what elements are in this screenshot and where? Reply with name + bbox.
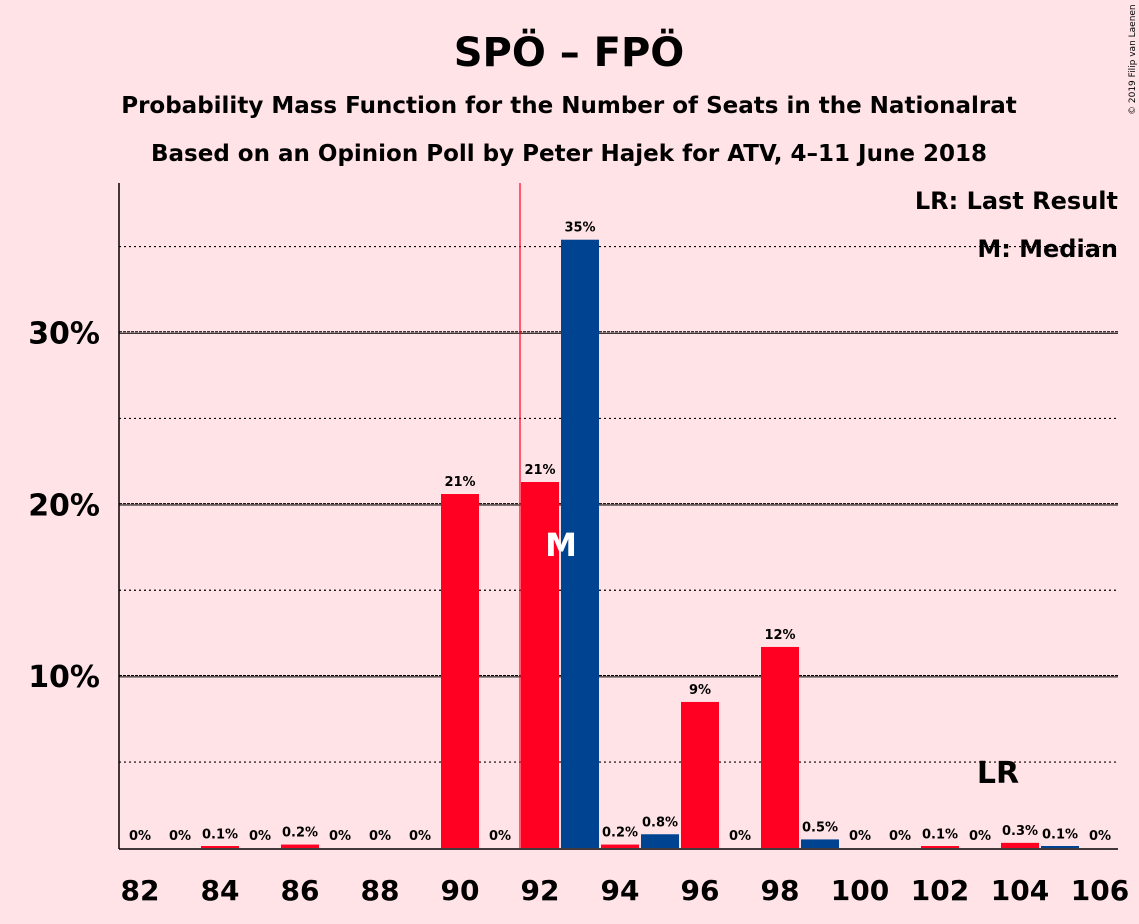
data-label-seat-93: 35% (564, 221, 595, 236)
data-label-seat-89: 0% (409, 829, 431, 844)
x-tick-label-102: 102 (911, 874, 969, 907)
y-tick-labels: 10% 20% 30% (28, 316, 100, 695)
bar-seat-105 (1041, 846, 1079, 848)
data-label-seat-97: 0% (729, 829, 751, 844)
copyright-text: © 2019 Filip van Laenen (1128, 4, 1138, 115)
data-label-seat-87: 0% (329, 829, 351, 844)
data-label-seat-84: 0.1% (202, 827, 238, 842)
x-tick-label-100: 100 (831, 874, 889, 907)
x-tick-label-94: 94 (601, 874, 640, 907)
bar-seat-98 (761, 646, 799, 848)
bar-seat-95 (641, 834, 679, 848)
data-labels-group: 0% 0% 0.1% 0% 0.2% 0% 0% 0% 21% 0% 21% 35% 0.2% 0.8% 9… (129, 221, 1111, 844)
markers-group: M LR (545, 526, 1019, 791)
bar-seat-94 (601, 844, 639, 848)
data-label-seat-100: 0% (849, 829, 871, 844)
bar-seat-86 (281, 844, 319, 848)
data-label-seat-96: 9% (689, 683, 711, 698)
x-tick-label-92: 92 (521, 874, 560, 907)
data-label-seat-95: 0.8% (642, 815, 678, 830)
last-result-marker: LR (977, 756, 1019, 791)
chart-subtitle-line-2: Based on an Opinion Poll by Peter Hajek … (151, 141, 987, 167)
chart-subtitle-line-1: Probability Mass Function for the Number… (121, 93, 1017, 119)
data-label-seat-102: 0.1% (922, 827, 958, 842)
grid-lines (119, 183, 1118, 848)
bar-seat-102 (921, 846, 959, 848)
data-label-seat-90: 21% (444, 475, 475, 490)
data-label-seat-99: 0.5% (802, 820, 838, 835)
y-tick-label-2: 30% (28, 316, 100, 351)
y-tick-label-1: 20% (28, 488, 100, 523)
data-label-seat-98: 12% (764, 628, 795, 643)
legend-last-result: LR: Last Result (915, 187, 1118, 215)
data-label-seat-106: 0% (1089, 829, 1111, 844)
bars-group (201, 239, 1079, 848)
x-tick-label-90: 90 (441, 874, 480, 907)
data-label-seat-83: 0% (169, 829, 191, 844)
bar-seat-84 (201, 846, 239, 848)
bar-seat-90 (441, 494, 479, 848)
data-label-seat-104: 0.3% (1002, 824, 1038, 839)
data-label-seat-85: 0% (249, 829, 271, 844)
data-label-seat-101: 0% (889, 829, 911, 844)
data-label-seat-103: 0% (969, 829, 991, 844)
chart-title: SPÖ – FPÖ (454, 28, 685, 76)
data-label-seat-88: 0% (369, 829, 391, 844)
bar-seat-96 (681, 701, 719, 848)
x-tick-label-104: 104 (991, 874, 1049, 907)
x-tick-label-84: 84 (201, 874, 240, 907)
x-tick-label-82: 82 (121, 874, 160, 907)
median-marker: M (545, 526, 577, 564)
x-tick-labels: 82 84 86 88 90 92 94 96 98 100 102 104 106 (121, 874, 1130, 907)
x-tick-label-88: 88 (361, 874, 400, 907)
data-label-seat-94: 0.2% (602, 826, 638, 841)
data-label-seat-86: 0.2% (282, 826, 318, 841)
x-tick-label-86: 86 (281, 874, 320, 907)
bar-seat-99 (801, 839, 839, 848)
y-tick-label-0: 10% (28, 660, 100, 695)
data-label-seat-105: 0.1% (1042, 827, 1078, 842)
bar-seat-104 (1001, 842, 1039, 848)
bar-seat-92 (521, 481, 559, 848)
axes-group (118, 183, 1118, 850)
data-label-seat-92: 21% (524, 463, 555, 478)
data-label-seat-91: 0% (489, 829, 511, 844)
x-tick-label-106: 106 (1071, 874, 1129, 907)
x-tick-label-96: 96 (681, 874, 720, 907)
legend-median: M: Median (977, 235, 1118, 263)
data-label-seat-82: 0% (129, 829, 151, 844)
bar-seat-93 (561, 239, 599, 848)
x-tick-label-98: 98 (761, 874, 800, 907)
